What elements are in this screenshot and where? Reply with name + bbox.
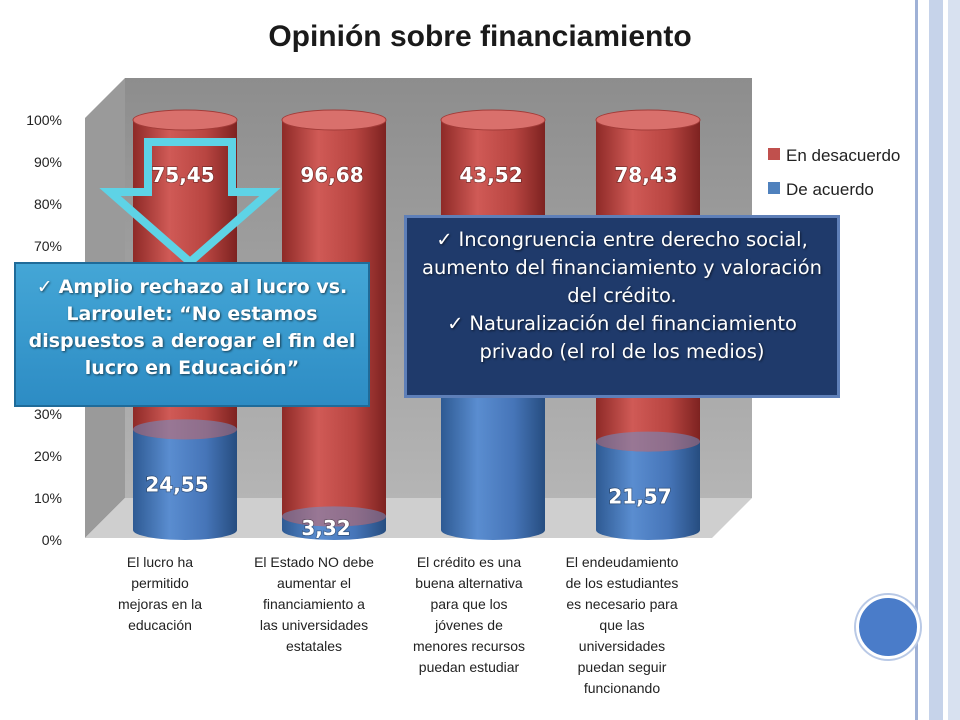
callout-incongruencia: ✓ Incongruencia entre derecho social, aum…: [404, 215, 840, 398]
data-label-en-desacuerdo: 96,68: [300, 163, 363, 187]
decorative-circle: [856, 595, 920, 659]
category-labels-group: El lucro ha permitido mejoras en la educaci…: [118, 554, 679, 696]
bar-de-acuerdo: [133, 429, 237, 540]
legend-label-en-desacuerdo: En desacuerdo: [786, 146, 900, 165]
callout-incongruencia-text: Incongruencia entre derecho social, aume…: [422, 228, 822, 307]
legend-swatch-en-desacuerdo: [768, 148, 780, 160]
bar-segment-boundary: [596, 431, 700, 452]
slide-frame-decoration: [915, 0, 960, 720]
bar-segment-boundary: [282, 506, 386, 527]
callout-lucro: ✓ Amplio rechazo al lucro vs. Larroulet: …: [14, 262, 370, 407]
chart-floor: [85, 498, 752, 538]
data-label-de-acuerdo: 21,57: [608, 485, 671, 509]
x-category-label: El crédito es una buena alternativa para q…: [413, 554, 525, 675]
data-label-en-desacuerdo: 43,52: [459, 163, 522, 187]
callout-lucro-text: Amplio rechazo al lucro vs. Larroulet: “…: [28, 276, 356, 379]
y-tick-label: 70%: [34, 238, 62, 254]
x-category-label: El endeudamiento de los estudiantes es nec…: [566, 554, 679, 696]
data-label-de-acuerdo: 3,32: [301, 516, 350, 540]
y-tick-label: 10%: [34, 490, 62, 506]
y-tick-label: 30%: [34, 406, 62, 422]
data-label-en-desacuerdo: 78,43: [614, 163, 677, 187]
y-tick-label: 20%: [34, 448, 62, 464]
bar-de-acuerdo: [596, 441, 700, 540]
x-category-label: El lucro ha permitido mejoras en la educaci…: [118, 554, 202, 633]
y-tick-label: 90%: [34, 154, 62, 170]
y-tick-label: 100%: [26, 112, 62, 128]
callout-naturalizacion-text: Naturalización del financiamiento privad…: [469, 312, 797, 363]
data-label-en-desacuerdo: 75,45: [151, 163, 214, 187]
bar-top-cap: [440, 109, 546, 131]
checkmark-icon: ✓: [436, 228, 453, 251]
bar-top-cap: [281, 109, 387, 131]
legend-swatch-de-acuerdo: [768, 182, 780, 194]
bar-top-cap: [132, 109, 238, 131]
x-category-label: El Estado NO debe aumentar el financiamien…: [254, 554, 374, 654]
bar-segment-boundary: [133, 419, 237, 440]
down-arrow-icon: [99, 138, 281, 268]
legend-label-de-acuerdo: De acuerdo: [786, 180, 874, 199]
chart-title: Opinión sobre financiamiento: [268, 20, 691, 53]
y-tick-label: 80%: [34, 196, 62, 212]
y-tick-label: 0%: [42, 532, 62, 548]
data-label-de-acuerdo: 24,55: [145, 472, 208, 496]
checkmark-icon: ✓: [36, 276, 53, 298]
legend: En desacuerdo De acuerdo: [768, 146, 900, 199]
checkmark-icon: ✓: [447, 312, 464, 335]
bar-top-cap: [595, 109, 701, 131]
